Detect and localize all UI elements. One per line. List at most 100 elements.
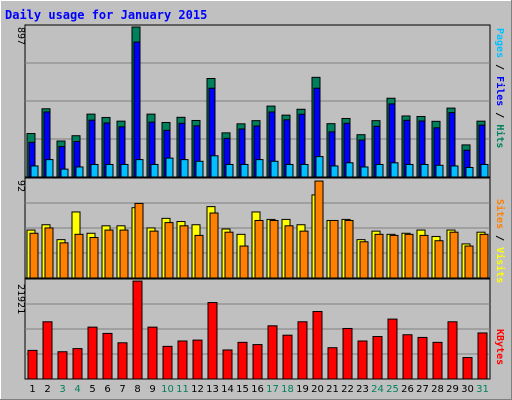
bar-sites: [224, 231, 234, 279]
legend-files: Files: [494, 76, 506, 106]
bar-kbytes: [327, 347, 338, 380]
bar-pages: [285, 163, 294, 178]
bar-pages: [390, 162, 399, 178]
bar-kbytes: [222, 349, 233, 380]
bar-kbytes: [192, 339, 203, 380]
panel-sites-max-label: 92: [15, 180, 26, 192]
bar-sites: [374, 233, 384, 279]
bar-sites: [134, 202, 144, 279]
bar-kbytes: [312, 310, 323, 380]
day-label: 29: [446, 384, 459, 395]
bar-sites: [44, 227, 54, 279]
day-label: 16: [251, 384, 264, 395]
bar-pages: [165, 157, 174, 178]
day-label: 1: [29, 384, 35, 395]
kbytes-panel: [24, 278, 491, 380]
bar-sites: [464, 245, 474, 279]
bar-pages: [315, 156, 324, 178]
bar-pages: [90, 163, 99, 178]
legend-kbytes: KBytes: [494, 329, 505, 365]
bar-pages: [195, 160, 204, 178]
bar-kbytes: [402, 334, 413, 380]
legend-panel-2: Sites / Visits: [494, 199, 506, 283]
day-label: 12: [191, 384, 204, 395]
bar-kbytes: [357, 340, 368, 380]
bar-pages: [30, 165, 39, 178]
day-label: 24: [371, 384, 384, 395]
bar-sites: [119, 229, 129, 279]
bar-sites: [209, 212, 219, 279]
bar-sites: [284, 225, 294, 279]
bar-kbytes: [117, 342, 128, 380]
day-label: 8: [134, 384, 140, 395]
bar-sites: [389, 234, 399, 279]
day-label: 18: [281, 384, 294, 395]
bar-pages: [450, 165, 459, 178]
bar-sites: [74, 233, 84, 279]
legend-visits: Visits: [494, 247, 506, 283]
day-axis-labels: 1 2 3 4 5 6 7 8 9 10 11 12 13 14 15 16 17 18 19 20 21 22 23 24 2…: [29, 384, 489, 395]
bar-sites: [329, 219, 339, 279]
bar-pages: [420, 163, 429, 178]
day-label: 9: [149, 384, 155, 395]
day-label: 21: [326, 384, 339, 395]
day-label: 4: [74, 384, 80, 395]
bar-sites: [359, 241, 369, 279]
bar-pages: [105, 163, 114, 178]
bar-pages: [360, 166, 369, 178]
bar-kbytes: [162, 345, 173, 380]
bar-pages: [405, 163, 414, 178]
bar-sites: [314, 180, 324, 279]
bar-pages: [255, 159, 264, 178]
bar-pages: [45, 159, 54, 178]
bar-pages: [210, 155, 219, 178]
bar-pages: [375, 163, 384, 178]
day-label: 14: [221, 384, 234, 395]
bar-kbytes: [237, 341, 248, 380]
bar-kbytes: [147, 326, 158, 380]
bar-kbytes: [417, 336, 428, 380]
bar-pages: [345, 162, 354, 178]
bar-kbytes: [87, 326, 98, 380]
day-label: 17: [266, 384, 279, 395]
bar-sites: [179, 225, 189, 279]
bar-sites: [149, 230, 159, 279]
bar-sites: [419, 234, 429, 279]
day-label: 25: [386, 384, 399, 395]
bar-kbytes: [252, 344, 263, 380]
bar-pages: [435, 164, 444, 178]
bar-kbytes: [27, 349, 38, 380]
sites-visits-panel: [24, 177, 491, 279]
bar-kbytes: [282, 334, 293, 380]
day-label: 20: [311, 384, 324, 395]
day-label: 30: [461, 384, 474, 395]
bar-pages: [330, 165, 339, 178]
bar-kbytes: [207, 302, 218, 380]
bar-files: [133, 41, 141, 178]
bar-sites: [299, 230, 309, 279]
day-label: 5: [89, 384, 95, 395]
bar-pages: [300, 163, 309, 178]
bar-pages: [75, 166, 84, 178]
day-label: 11: [176, 384, 189, 395]
day-label: 15: [236, 384, 249, 395]
bar-kbytes: [462, 357, 473, 380]
bar-kbytes: [372, 336, 383, 380]
bar-pages: [60, 168, 69, 178]
hits-files-pages-panel: [24, 24, 491, 178]
bar-kbytes: [297, 321, 308, 380]
bar-sites: [239, 245, 249, 279]
day-label: 10: [161, 384, 174, 395]
legend-hits: Hits: [494, 124, 506, 148]
day-label: 26: [401, 384, 414, 395]
bar-kbytes: [57, 351, 68, 380]
bar-sites: [269, 219, 279, 279]
day-label: 31: [476, 384, 489, 395]
day-label: 22: [341, 384, 354, 395]
bar-kbytes: [447, 321, 458, 380]
legend-sites: Sites: [494, 199, 506, 229]
bar-sites: [434, 240, 444, 279]
day-label: 13: [206, 384, 219, 395]
bar-sites: [404, 233, 414, 279]
